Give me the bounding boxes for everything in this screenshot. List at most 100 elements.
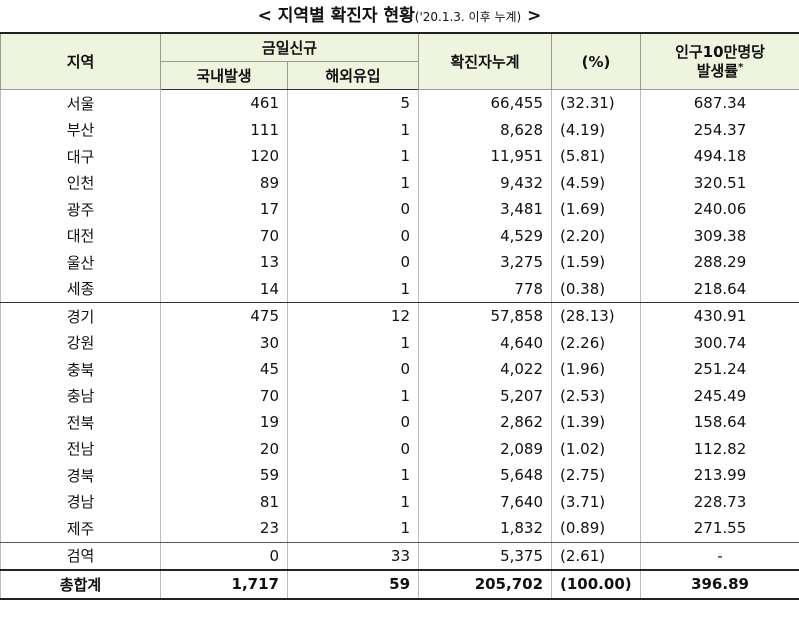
table-cell: 70 (160, 222, 288, 249)
table-cell: 461 (160, 89, 288, 117)
table-cell: 0 (286, 409, 420, 436)
table-cell: 대전 (0, 222, 161, 249)
table-cell: 30 (160, 329, 288, 356)
title-close: > (527, 6, 542, 26)
table-cell: 1 (286, 275, 420, 303)
table-cell: 8,628 (418, 116, 553, 143)
table-row: 경남 81 1 7,640 (3.71) 228.73 (0, 488, 799, 515)
table-cell: 0 (286, 222, 420, 249)
table-cell: 울산 (0, 249, 161, 276)
table-cell: 경남 (0, 488, 161, 515)
table-cell: 2,862 (418, 409, 553, 436)
table-cell: 1 (286, 488, 420, 515)
table-cell: 5,207 (418, 382, 553, 409)
table-cell: (0.89) (551, 515, 642, 543)
table-cell: 228.73 (640, 488, 799, 515)
header-cell: 금일신규 (159, 32, 420, 62)
header-text: 발생률 (696, 62, 739, 80)
table-cell: 1 (286, 116, 420, 143)
table-row: 서울 461 5 66,455 (32.31) 687.34 (0, 89, 799, 117)
header-cell: 확진자누계 (418, 32, 553, 90)
table-head: 지역 금일신규 확진자누계 (%) 인구10만명당 발생률* 국내발생 해외유입 (0, 32, 799, 90)
table-cell: 17 (160, 196, 288, 223)
table-cell: 66,455 (418, 89, 553, 117)
table-cell: 0 (286, 249, 420, 276)
table-cell: 687.34 (640, 89, 799, 117)
header-text: 인구10만명당 (675, 43, 765, 61)
table-cell: 120 (160, 143, 288, 170)
table-cell: 271.55 (640, 515, 799, 543)
table-cell: 45 (160, 356, 288, 383)
table-cell: (2.20) (551, 222, 642, 249)
table-cell: 검역 (0, 542, 161, 570)
table-row: 전북 19 0 2,862 (1.39) 158.64 (0, 409, 799, 436)
table-cell: 320.51 (640, 169, 799, 196)
header-cell: 해외유입 (286, 61, 420, 90)
table-row: 검역 0 33 5,375 (2.61) - (0, 542, 799, 570)
table-cell: 3,275 (418, 249, 553, 276)
table-cell: (1.69) (551, 196, 642, 223)
table-cell: 경북 (0, 462, 161, 489)
table-row: 충남 70 1 5,207 (2.53) 245.49 (0, 382, 799, 409)
title: 지역별 확진자 현황 (277, 6, 415, 26)
table-cell: 세종 (0, 275, 161, 303)
header-cell: 국내발생 (160, 61, 288, 90)
table-body: 서울 461 5 66,455 (32.31) 687.34 부산 111 1 8,628 (4.1… (0, 89, 799, 600)
table-cell: 778 (418, 275, 553, 303)
table-cell: 0 (286, 435, 420, 462)
table-cell: 14 (160, 275, 288, 303)
table-cell: 1 (286, 462, 420, 489)
table-cell: (28.13) (551, 302, 642, 330)
table-cell: 251.24 (640, 356, 799, 383)
table-cell: 경기 (0, 302, 161, 330)
table-cell: 3,481 (418, 196, 553, 223)
table-cell: 205,702 (418, 569, 553, 600)
header-row: 국내발생 해외유입 (1, 61, 799, 90)
table-cell: (2.53) (551, 382, 642, 409)
table-cell: (100.00) (551, 569, 642, 600)
table-cell: 5,648 (418, 462, 553, 489)
table-cell: 대구 (0, 143, 161, 170)
table-cell: 254.37 (640, 116, 799, 143)
table-row: 부산 111 1 8,628 (4.19) 254.37 (0, 116, 799, 143)
table-cell: 0 (286, 356, 420, 383)
table-cell: 309.38 (640, 222, 799, 249)
table-cell: 4,022 (418, 356, 553, 383)
table-cell: 제주 (0, 515, 161, 543)
table-cell: 1 (286, 169, 420, 196)
table-row: 제주 23 1 1,832 (0.89) 271.55 (0, 515, 799, 543)
table-cell: 1 (286, 329, 420, 356)
table-row: 총합계 1,717 59 205,702 (100.00) 396.89 (0, 569, 799, 600)
table-cell: 1,717 (160, 569, 288, 600)
table-cell: 총합계 (0, 569, 161, 600)
table-cell: (0.38) (551, 275, 642, 303)
table-cell: 288.29 (640, 249, 799, 276)
table-row: 대구 120 1 11,951 (5.81) 494.18 (0, 143, 799, 170)
table-cell: 서울 (0, 89, 161, 117)
table-cell: 396.89 (640, 569, 799, 600)
table-row: 인천 89 1 9,432 (4.59) 320.51 (0, 169, 799, 196)
table-cell: 57,858 (418, 302, 553, 330)
table-cell: 475 (160, 302, 288, 330)
table-cell: 전남 (0, 435, 161, 462)
table-cell: 12 (286, 302, 420, 330)
title-bar: < 지역별 확진자 현황('20.1.3. 이후 누계) > (0, 0, 799, 32)
table-cell: 213.99 (640, 462, 799, 489)
table-cell: 59 (286, 569, 420, 600)
table-cell: 23 (160, 515, 288, 543)
table-cell: 5,375 (418, 542, 553, 570)
table-row: 충북 45 0 4,022 (1.96) 251.24 (0, 356, 799, 383)
table-cell: (2.75) (551, 462, 642, 489)
table-cell: 70 (160, 382, 288, 409)
table-cell: 강원 (0, 329, 161, 356)
table-cell: 19 (160, 409, 288, 436)
table-row: 경북 59 1 5,648 (2.75) 213.99 (0, 462, 799, 489)
table-row: 경기 475 12 57,858 (28.13) 430.91 (0, 302, 799, 330)
table-cell: 111 (160, 116, 288, 143)
table-cell: 59 (160, 462, 288, 489)
table-cell: 5 (286, 89, 420, 117)
table-cell: (1.39) (551, 409, 642, 436)
table-cell: (32.31) (551, 89, 642, 117)
